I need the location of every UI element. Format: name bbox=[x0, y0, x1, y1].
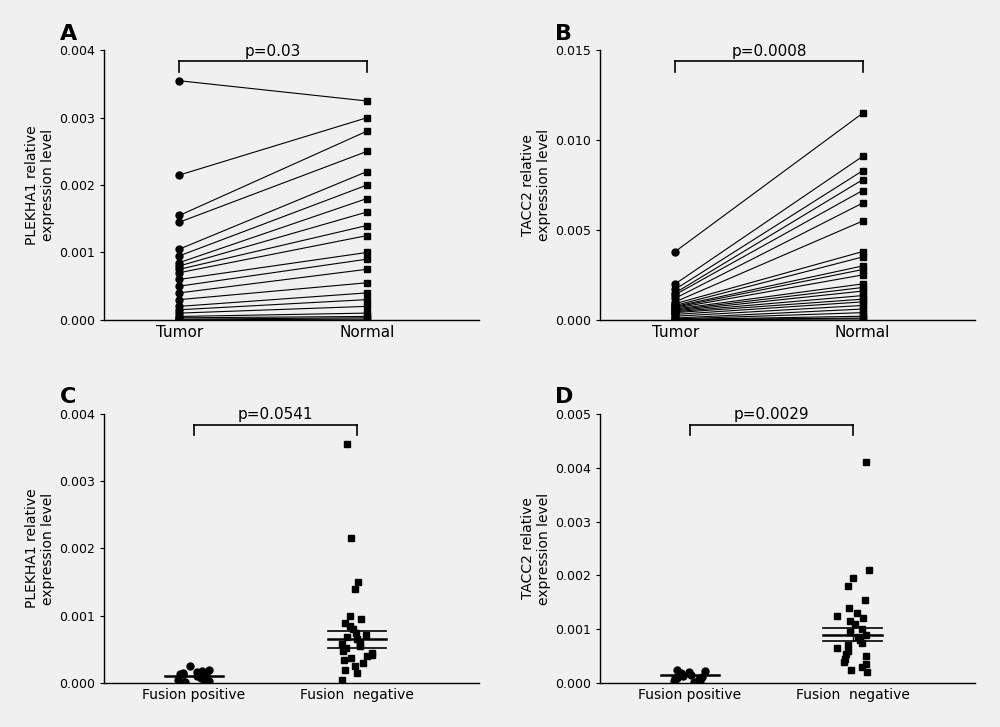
Text: B: B bbox=[555, 23, 572, 44]
Text: D: D bbox=[555, 387, 574, 407]
Text: A: A bbox=[59, 23, 77, 44]
Y-axis label: TACC2 relative
expression level: TACC2 relative expression level bbox=[521, 129, 551, 241]
Text: p=0.0008: p=0.0008 bbox=[731, 44, 807, 59]
Text: p=0.0541: p=0.0541 bbox=[238, 407, 313, 422]
Y-axis label: PLEKHA1 relative
expression level: PLEKHA1 relative expression level bbox=[25, 489, 55, 608]
Text: C: C bbox=[59, 387, 76, 407]
Text: p=0.03: p=0.03 bbox=[245, 44, 301, 59]
Y-axis label: PLEKHA1 relative
expression level: PLEKHA1 relative expression level bbox=[25, 125, 55, 245]
Y-axis label: TACC2 relative
expression level: TACC2 relative expression level bbox=[521, 492, 551, 605]
Text: p=0.0029: p=0.0029 bbox=[734, 407, 809, 422]
